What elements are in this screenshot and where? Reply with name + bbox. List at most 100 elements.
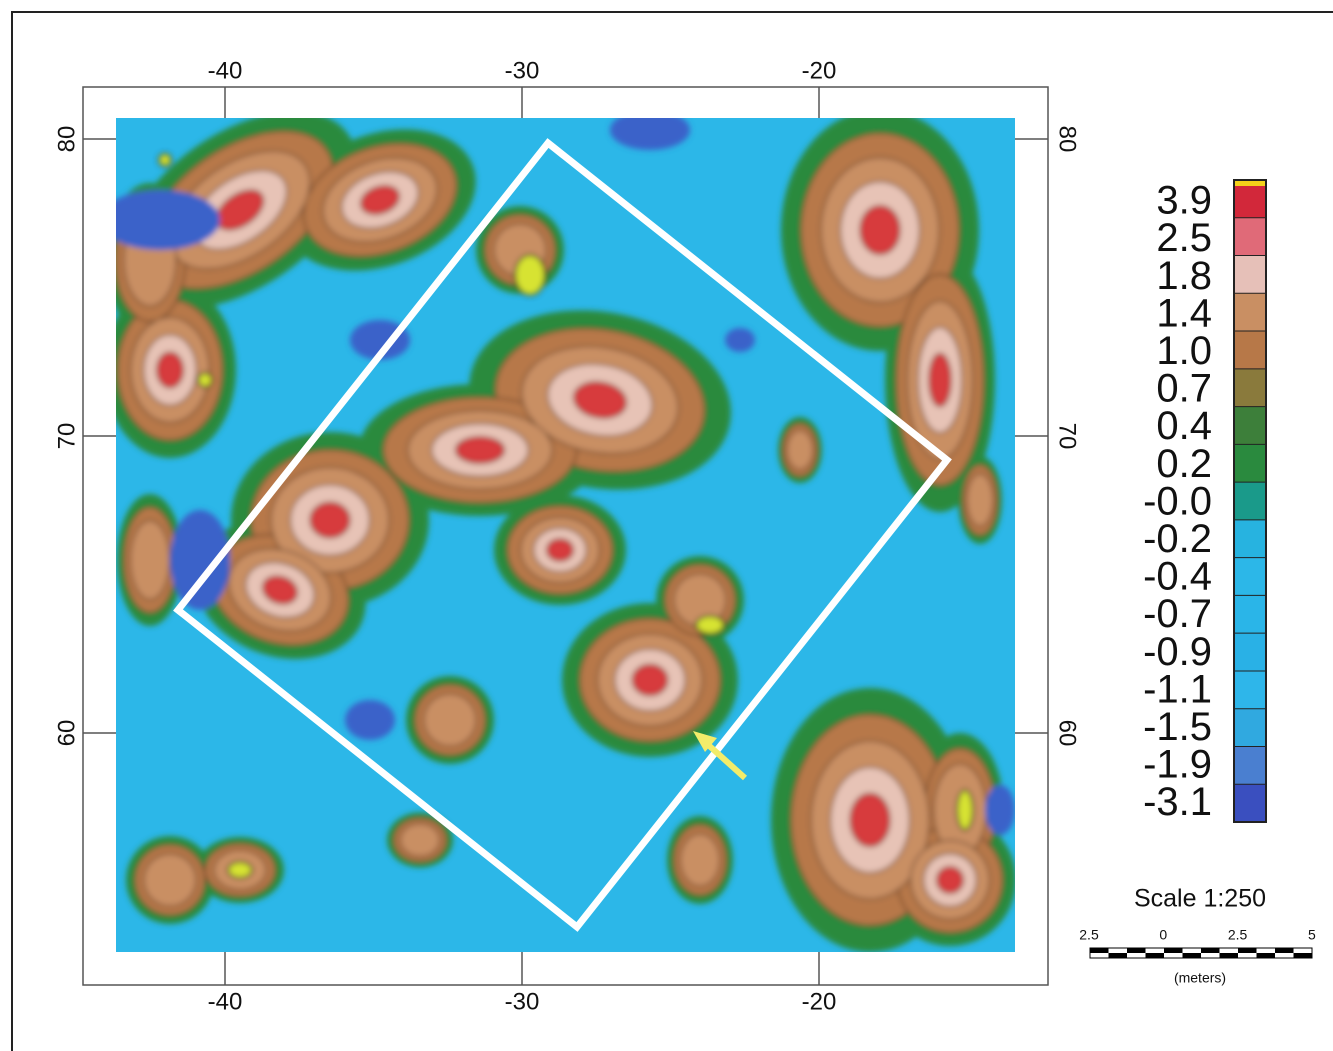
anomaly [679, 832, 721, 887]
scale-segment [1219, 948, 1238, 953]
legend-top-cap [1234, 180, 1266, 186]
scale-segment [1201, 948, 1220, 953]
hotspot [158, 153, 172, 167]
legend-label: -0.0 [1143, 479, 1212, 523]
legend-label: -1.5 [1143, 705, 1212, 749]
scale-segment [1182, 953, 1201, 958]
anomaly [786, 429, 814, 471]
scale-segment [1293, 953, 1312, 958]
legend-swatch [1234, 557, 1266, 596]
scale-segment [1108, 953, 1127, 958]
legend-swatch [1234, 595, 1266, 634]
scale-segment [1127, 948, 1146, 953]
anomaly [936, 866, 964, 894]
scale-outline [1089, 947, 1313, 959]
scale-title: Scale 1:250 [1134, 885, 1266, 913]
scale-segment [1090, 948, 1109, 953]
scale-segment [1293, 948, 1312, 953]
anomaly [631, 663, 669, 696]
x-tick-label-bottom: -40 [208, 988, 243, 1015]
legend-swatch [1234, 519, 1266, 558]
survey-area-outline [173, 138, 952, 932]
legend-label: -0.7 [1143, 592, 1212, 636]
legend-swatch [1234, 293, 1266, 332]
low-area [610, 118, 690, 150]
scale-segment [1256, 953, 1275, 958]
color-scale-bar [1233, 179, 1267, 823]
legend-label: 2.5 [1156, 216, 1212, 260]
scale-bar-label: 5 [1308, 927, 1316, 943]
hotspot [197, 372, 213, 388]
anomaly [156, 351, 184, 389]
legend-label: 0.7 [1156, 367, 1212, 411]
low-area [345, 700, 395, 740]
scale-segment [1164, 953, 1183, 958]
anomaly [546, 538, 574, 562]
legend-label: 3.9 [1156, 179, 1212, 223]
legend-label: -3.1 [1143, 780, 1212, 824]
anomaly [262, 575, 298, 605]
scale-bar-label: 0 [1159, 927, 1167, 943]
legend-label: -1.9 [1143, 743, 1212, 787]
hotspot [514, 254, 546, 296]
low-area [350, 320, 410, 360]
scale-segment [1127, 953, 1146, 958]
x-tick-label-top: -30 [505, 57, 540, 84]
y-tick-label-right: 70 [1054, 423, 1081, 450]
anomaly [573, 381, 627, 419]
scale-segment [1275, 953, 1294, 958]
legend-swatch [1234, 708, 1266, 747]
scale-segment [1275, 948, 1294, 953]
scale-segment [1219, 953, 1238, 958]
hotspot [227, 861, 253, 879]
y-tick-label-left: 80 [53, 126, 80, 153]
scale-segment [1145, 948, 1164, 953]
legend-swatch [1234, 444, 1266, 483]
legend-swatch [1234, 746, 1266, 785]
anomaly [849, 792, 891, 847]
x-tick-label-top: -40 [208, 57, 243, 84]
scale-segment [1164, 948, 1183, 953]
legend-swatch [1234, 784, 1266, 822]
hotspot [695, 615, 725, 635]
anomaly [966, 473, 994, 528]
anomaly [143, 852, 198, 907]
anomaly [928, 353, 952, 408]
anomaly [309, 501, 351, 539]
legend-swatch [1234, 217, 1266, 256]
low-area [116, 190, 220, 250]
legend-label: 0.4 [1156, 404, 1212, 448]
legend-outline [1233, 179, 1267, 823]
legend-swatch [1234, 368, 1266, 407]
legend-swatch [1234, 186, 1266, 218]
scale-segment [1145, 953, 1164, 958]
survey-map [116, 118, 1015, 952]
legend-swatch [1234, 633, 1266, 671]
anomaly [455, 436, 505, 464]
scale-segment [1256, 948, 1275, 953]
page-border [11, 11, 1333, 1051]
legend-label: -1.1 [1143, 667, 1212, 711]
anomaly [399, 822, 441, 858]
legend-swatch [1234, 255, 1266, 294]
x-tick-label-bottom: -20 [802, 988, 837, 1015]
legend-label: 0.2 [1156, 442, 1212, 486]
plot-frame [82, 86, 1049, 986]
scale-segment [1238, 948, 1257, 953]
x-tick-label-bottom: -30 [505, 988, 540, 1015]
low-area [985, 785, 1015, 835]
legend-label: -0.2 [1143, 517, 1212, 561]
legend-swatch [1234, 670, 1266, 709]
x-tick-label-top: -20 [802, 57, 837, 84]
arrow [693, 731, 748, 781]
low-area [725, 328, 755, 352]
low-area [170, 510, 230, 610]
legend-label: -0.4 [1143, 555, 1212, 599]
scale-segment [1182, 948, 1201, 953]
legend-label: 1.4 [1156, 291, 1212, 335]
scale-units: (meters) [1174, 970, 1226, 986]
y-tick-label-left: 70 [53, 423, 80, 450]
anomaly [360, 185, 400, 215]
legend-swatch [1234, 482, 1266, 520]
